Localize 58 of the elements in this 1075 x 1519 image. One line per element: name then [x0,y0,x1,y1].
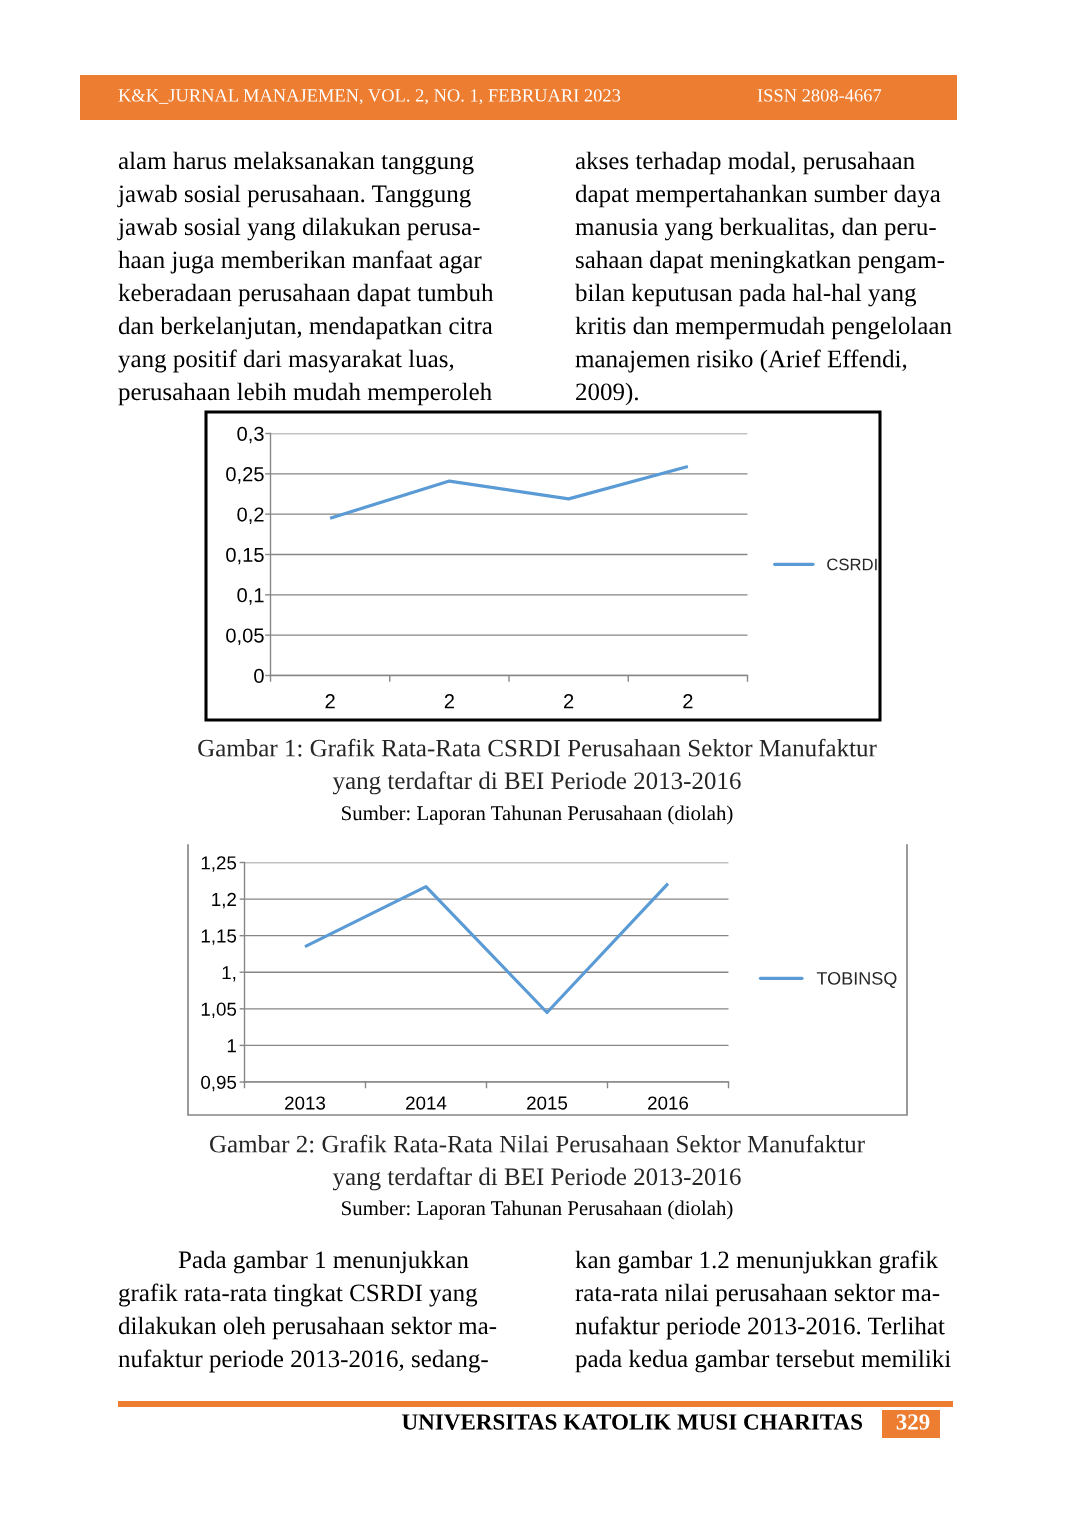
y-tick-label: 1,2 [212,892,236,909]
line-series [303,882,670,1015]
text: keberadaan perusahaan dapat tumbuh [118,283,494,307]
text: yang positif dari masyarakat luas, [118,349,454,373]
y-tick-label: 1,15 [201,929,237,945]
text: manajemen risiko (Arief Effendi, [575,349,907,373]
text: perusahaan lebih mudah memperoleh [118,382,492,406]
text: Gambar 2: Grafik Rata-Rata Nilai Perusahaan Sektor Manufaktur yang terdaftar di BEI Periode 2013-2016 [210,1134,865,1191]
text: bilan keputusan pada hal-hal yang [575,283,917,307]
text: 2009). [576,382,638,406]
y-tick-label: 0,05 [226,628,264,646]
x-tick-label: 2016 [648,1096,689,1110]
text: nufaktur periode 2013-2016, sedang- [118,1349,488,1373]
y-tick-label: 0,15 [226,547,264,565]
text: Sumber: Laporan Tahunan Perusahaan (diolah) [342,1200,733,1220]
text: Pada gambar 1 menunjukkan [178,1250,469,1274]
text: haan juga memberikan manfaat agar [118,250,482,274]
legend-label: TOBINSQ [816,971,897,989]
text: akses terhadap modal, perusahaan [575,151,915,175]
y-tick-label: 0,95 [201,1075,237,1092]
y-tick-label: 0,1 [237,588,264,605]
x-tick-label: 2 [683,694,693,709]
x-tick-label: 2 [325,694,335,709]
y-tick-label: 1 [227,1039,236,1053]
text: manusia yang berkualitas, dan peru- [575,217,936,241]
text: UNIVERSITAS KATOLIK MUSI CHARITAS [402,1414,863,1430]
x-tick-label: 2 [444,694,454,709]
text: rata-rata nilai perusahaan sektor ma- [575,1283,940,1307]
y-tick-label: 0,2 [237,507,264,525]
text: jawab sosial perusahaan. Tanggung [117,184,471,208]
legend-label: CSRDI [827,558,877,571]
text: alam harus melaksanakan tanggung [118,151,474,175]
text: dan berkelanjutan, mendapatkan citra [118,316,493,340]
text: pada kedua gambar tersebut memiliki [575,1349,951,1373]
text: 329 [896,1414,930,1430]
x-tick-label: 2013 [285,1096,326,1110]
text: ISSN 2808-4667 [757,89,882,102]
text: kritis dan mempermudah pengelolaan [575,316,952,340]
text: K&K_JURNAL MANAJEMEN, VOL. 2, NO. 1, FEBRUARI 2023 [118,89,621,105]
y-tick-label: 0,3 [237,426,264,444]
text: dilakukan oleh perusahaan sektor ma- [118,1316,497,1340]
text: sahaan dapat meningkatkan pengam- [576,250,945,274]
text: grafik rata-rata tingkat CSRDI yang [119,1283,478,1307]
x-tick-label: 2015 [527,1096,568,1110]
x-tick-label: 2 [564,694,574,709]
text: jawab sosial yang dilakukan perusa- [117,217,480,241]
text: Gambar 1: Grafik Rata-Rata CSRDI Perusahaan Sektor Manufaktur yang terdaftar di BEI Periode 2013-2016 [198,738,877,795]
text: dapat mempertahankan sumber daya [575,184,941,208]
y-tick-label: 0 [254,668,264,683]
y-tick-label: 1,25 [201,856,237,872]
y-tick-label: 0,25 [226,467,264,484]
line-series [328,464,690,520]
text: nufaktur periode 2013-2016. Terlihat [575,1316,945,1340]
text: Sumber: Laporan Tahunan Perusahaan (diolah) [342,805,733,825]
y-tick-label: 1,05 [201,1002,237,1019]
x-tick-label: 2014 [406,1096,447,1110]
y-tick-label: 1, [222,966,236,982]
text: kan gambar 1.2 menunjukkan grafik [575,1250,939,1274]
